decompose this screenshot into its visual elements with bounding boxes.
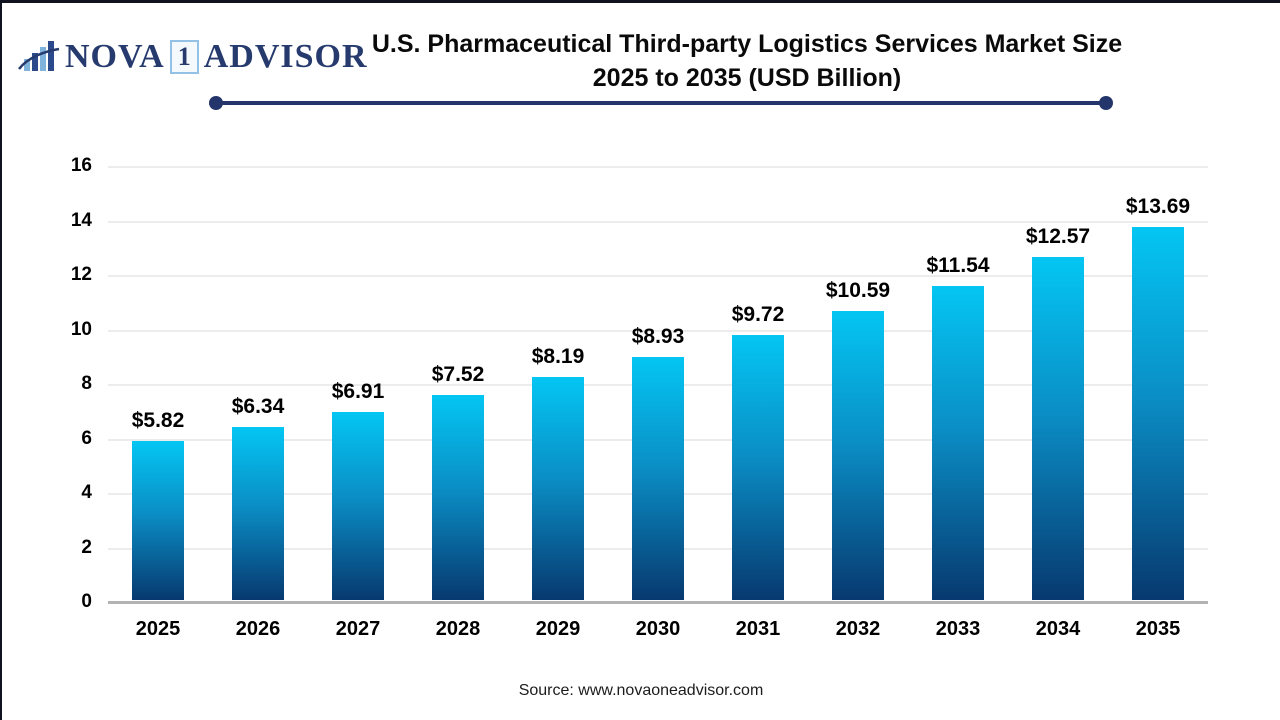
nova-one-advisor-logo: NOVA 1 ADVISOR [18, 37, 368, 77]
plot-area: 0 2 4 6 8 10 12 14 16 $5.82 2025 $6.34 2026 $6.91 2027… [71, 155, 1208, 640]
y-axis-tick-label-14: 14 [70, 209, 92, 231]
x-axis-label-2032: 2032 [835, 618, 881, 640]
x-axis-label-2034: 2034 [1035, 618, 1081, 640]
y-axis-tick-label-2: 2 [81, 536, 92, 558]
y-axis-tick-label-12: 12 [70, 264, 92, 285]
bar-value-label-2034: $12.57 [1025, 225, 1091, 248]
bar-column-2027: $6.91 2027 [308, 167, 408, 640]
y-axis-tick-label-0: 0 [81, 591, 92, 612]
bar-column-2033: $11.54 2033 [908, 167, 1008, 640]
bar-value-label-2025: $5.82 [131, 409, 185, 432]
logo-text-advisor: ADVISOR [203, 38, 368, 75]
bar-value-label-2033: $11.54 [926, 254, 990, 277]
bar-column-2026: $6.34 2026 [208, 167, 308, 640]
x-axis-label-2027: 2027 [335, 618, 381, 640]
x-axis-label-2033: 2033 [935, 618, 981, 640]
bar-value-label-2032: $10.59 [825, 279, 891, 302]
x-axis-label-2035: 2035 [1135, 618, 1181, 640]
y-axis-tick-label-8: 8 [81, 373, 92, 394]
source-text: Source: www.novaoneadvisor.com [518, 682, 764, 699]
logo-text-nova: NOVA [65, 38, 165, 75]
bar-value-label-2028: $7.52 [431, 363, 485, 386]
bar-column-2028: $7.52 2028 [408, 167, 508, 640]
bar-value-label-2026: $6.34 [231, 395, 285, 418]
gridline-10 [108, 329, 1208, 332]
y-axis-tick-label-6: 6 [81, 427, 92, 449]
page-title-line2: 2025 to 2035 (USD Billion) [592, 64, 902, 92]
title-underline-rule [209, 96, 1113, 110]
x-axis-label-2028: 2028 [435, 618, 481, 640]
x-axis-label-2026: 2026 [235, 618, 281, 640]
x-axis-label-2031: 2031 [735, 618, 781, 640]
bar-2029 [532, 377, 584, 600]
bar-value-label-2030: $8.93 [631, 325, 685, 348]
y-axis-tick-label-10: 10 [70, 318, 92, 340]
x-axis-label-2029: 2029 [535, 618, 581, 640]
bar-value-label-2031: $9.72 [731, 303, 785, 326]
x-axis-line [108, 601, 1208, 604]
logo-boxed-one: 1 [169, 40, 199, 74]
bar-value-label-2029: $8.19 [531, 345, 585, 368]
x-axis-label-2030: 2030 [635, 618, 681, 640]
bar-column-2035: $13.69 2035 [1108, 167, 1208, 640]
bar-column-2025: $5.82 2025 [108, 167, 208, 640]
gridline-16 [108, 166, 1208, 168]
bar-2028 [432, 395, 484, 600]
y-axis-tick-label-4: 4 [81, 482, 92, 503]
bar-column-2031: $9.72 2031 [708, 167, 808, 640]
bar-column-2034: $12.57 2034 [1008, 167, 1108, 640]
bar-2034 [1032, 257, 1084, 600]
bar-2032 [832, 311, 884, 600]
gridline-14 [108, 220, 1208, 223]
bar-2025 [132, 441, 184, 600]
bar-value-label-2027: $6.91 [331, 380, 385, 403]
y-axis-tick-label-16: 16 [70, 155, 92, 176]
bar-2030 [632, 357, 684, 600]
bar-column-2030: $8.93 2030 [608, 167, 708, 640]
page-title: U.S. Pharmaceutical Third-party Logistic… [282, 27, 1212, 95]
bar-column-2029: $8.19 2029 [508, 167, 608, 640]
bar-value-label-2035: $13.69 [1125, 195, 1191, 218]
bar-2033 [932, 286, 984, 600]
bar-column-2032: $10.59 2032 [808, 167, 908, 640]
page-title-line1: U.S. Pharmaceutical Third-party Logistic… [371, 30, 1123, 58]
bar-chart-swoosh-icon [18, 41, 60, 71]
bar-2031 [732, 335, 784, 600]
bar-2035 [1132, 227, 1184, 600]
bar-2026 [232, 427, 284, 600]
x-axis-label-2025: 2025 [135, 618, 181, 640]
gridline-12 [108, 275, 1208, 277]
bar-2027 [332, 412, 384, 600]
